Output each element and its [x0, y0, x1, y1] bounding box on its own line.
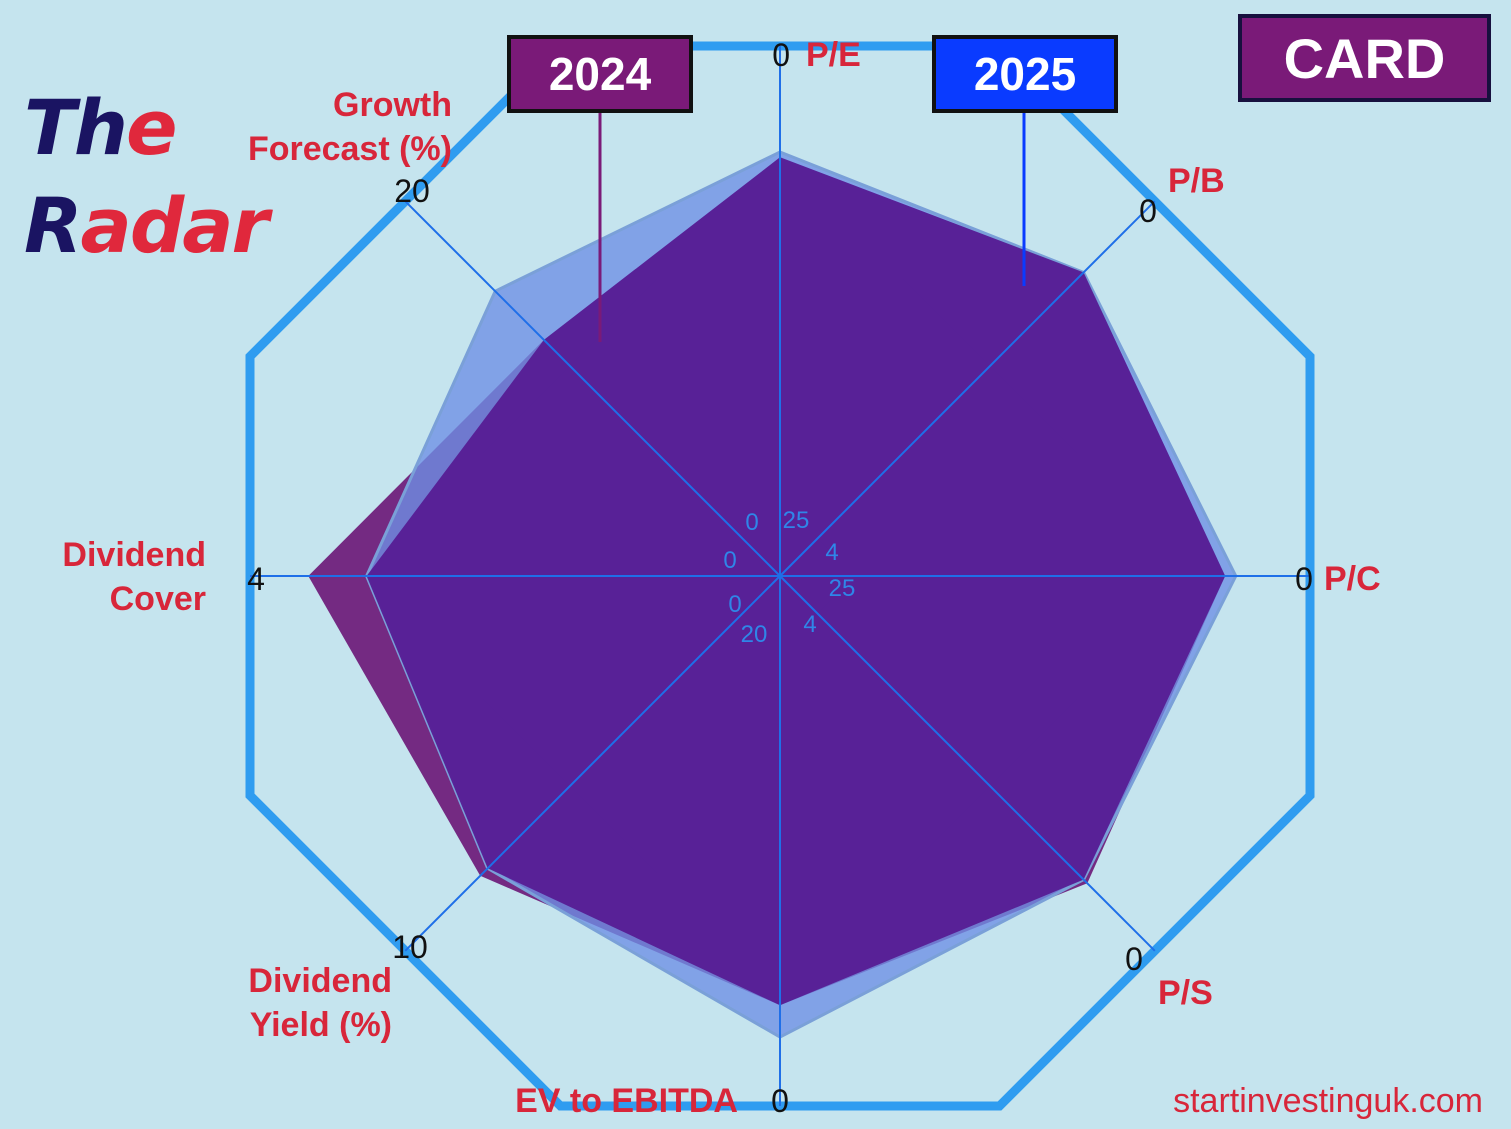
axis-inner-value-2: 4 — [825, 539, 838, 566]
axis-label-1-line-1: P/E — [806, 36, 861, 74]
axis-label-5-line-1: EV to EBITDA — [515, 1082, 738, 1120]
axis-outer-value-2: 0 — [1139, 193, 1157, 229]
axis-label-7-line-2: Cover — [110, 580, 206, 618]
radar-series-layer — [308, 150, 1238, 1039]
axis-inner-value-1: 25 — [783, 507, 810, 534]
legend-year-2025: 2025 — [932, 35, 1118, 113]
axis-label-5: EV to EBITDA — [515, 1082, 738, 1120]
axis-inner-value-5: 20 — [741, 621, 768, 648]
ticker-badge: CARD — [1238, 14, 1491, 102]
axis-label-3-line-1: P/C — [1324, 560, 1381, 598]
brand-title-line-1: The — [24, 90, 177, 166]
axis-outer-value-6: 10 — [392, 929, 428, 965]
axis-inner-value-4: 4 — [803, 611, 816, 638]
axis-outer-value-4: 0 — [1125, 941, 1143, 977]
legend-connectors — [598, 112, 1026, 342]
axis-label-8-line-1: Growth — [333, 86, 452, 124]
footer-website: startinvestinguk.com — [1173, 1082, 1483, 1120]
axis-label-6-line-1: Dividend — [248, 962, 392, 1000]
axis-label-6: Dividend Yield (%) — [248, 962, 392, 1044]
axis-outer-value-1: 0 — [772, 37, 790, 73]
radar-outer-frame — [245, 41, 1315, 1111]
axis-outer-value-8: 20 — [394, 173, 430, 209]
brand-word-radar-red: adar — [80, 181, 269, 270]
radar-axis-lines — [250, 46, 1310, 1106]
axis-label-7-line-1: Dividend — [62, 536, 206, 574]
radar-axis-line-6 — [404, 575, 781, 952]
brand-word-the-red: e — [125, 83, 178, 172]
brand-word-radar-dark: R — [24, 181, 83, 270]
brand-title-line-2: Radar — [24, 188, 269, 264]
axis-label-7: Dividend Cover — [62, 536, 206, 618]
axis-outer-value-5: 0 — [771, 1083, 789, 1119]
axis-label-8: Growth Forecast (%) — [248, 86, 452, 168]
brand-word-the-dark: Th — [24, 83, 128, 172]
radar-axis-line-2 — [779, 200, 1156, 577]
axis-label-2-line-1: P/B — [1168, 162, 1225, 200]
radar-axis-line-8 — [404, 200, 781, 577]
radar-axis-line-4 — [779, 575, 1156, 952]
axis-outer-value-3: 0 — [1295, 561, 1313, 597]
axis-label-4-line-1: P/S — [1158, 974, 1213, 1012]
axis-inner-value-7: 0 — [723, 547, 736, 574]
axis-outer-value-7: 4 — [247, 561, 265, 597]
axis-inner-value-3: 25 — [829, 575, 856, 602]
axis-label-4: P/S — [1158, 974, 1213, 1012]
axis-label-3: P/C — [1324, 560, 1381, 598]
axis-label-8-line-2: Forecast (%) — [248, 130, 452, 168]
axis-inner-value-8: 0 — [745, 509, 758, 536]
axis-label-2: P/B — [1168, 162, 1225, 200]
series-overlap-area — [366, 157, 1226, 1006]
axis-inner-value-6: 0 — [728, 591, 741, 618]
axis-label-6-line-2: Yield (%) — [250, 1006, 392, 1044]
legend-year-2024: 2024 — [507, 35, 693, 113]
axis-label-1: P/E — [806, 36, 861, 74]
